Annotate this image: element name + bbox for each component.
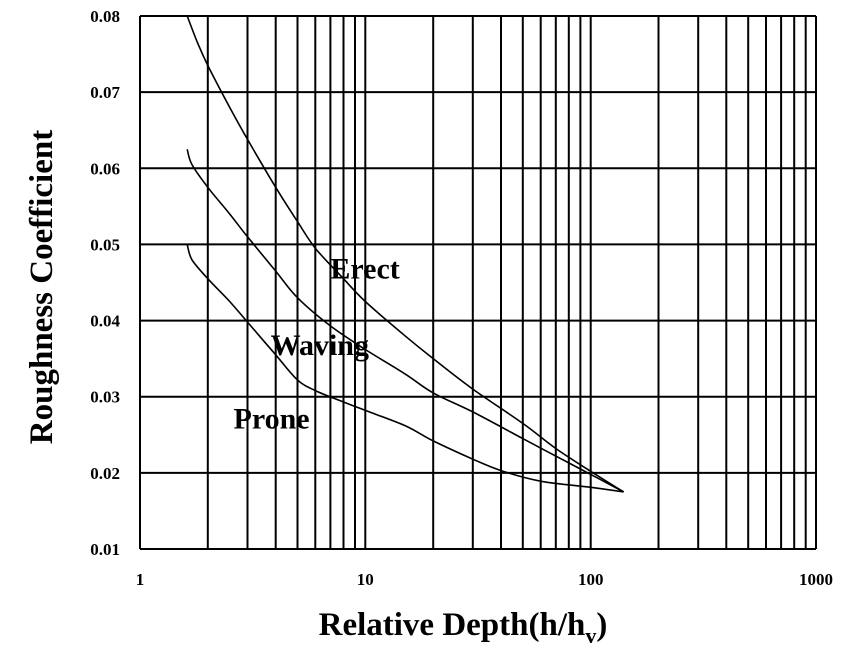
x-tick-label: 10 [357,570,374,589]
y-tick-label: 0.08 [90,7,120,26]
curve-prone [186,244,624,493]
label-erect: Erect [330,253,399,286]
x-tick-label: 100 [578,570,604,589]
x-tick-label: 1 [136,570,145,589]
y-tick-label: 0.01 [90,540,120,559]
y-tick-label: 0.07 [90,83,120,102]
label-waving: Waving [271,329,369,362]
x-axis-title-close: ) [596,607,607,643]
curve-erect [186,15,625,493]
y-tick-label: 0.04 [90,312,120,331]
y-tick-label: 0.02 [90,464,120,483]
labels: Erect Waving Prone [234,253,400,436]
y-tick-label: 0.06 [90,159,120,178]
x-axis-title-main: Relative Depth(h/h [319,607,586,643]
grid [139,15,817,550]
tick-labels: 1 10 100 1000 0.01 0.02 0.03 0.04 0.05 0.06 0.07 0.… [90,7,833,589]
curve-waving [186,149,624,493]
y-axis-title: Roughness Coefficient [24,130,60,444]
x-tick-label: 1000 [799,570,833,589]
y-tick-label: 0.03 [90,388,120,407]
y-tick-label: 0.05 [90,235,120,254]
label-prone: Prone [234,403,310,436]
curves [186,15,625,493]
x-axis-title: Relative Depth(h/hv) [319,607,608,648]
x-axis-title-subscript: v [585,623,596,648]
